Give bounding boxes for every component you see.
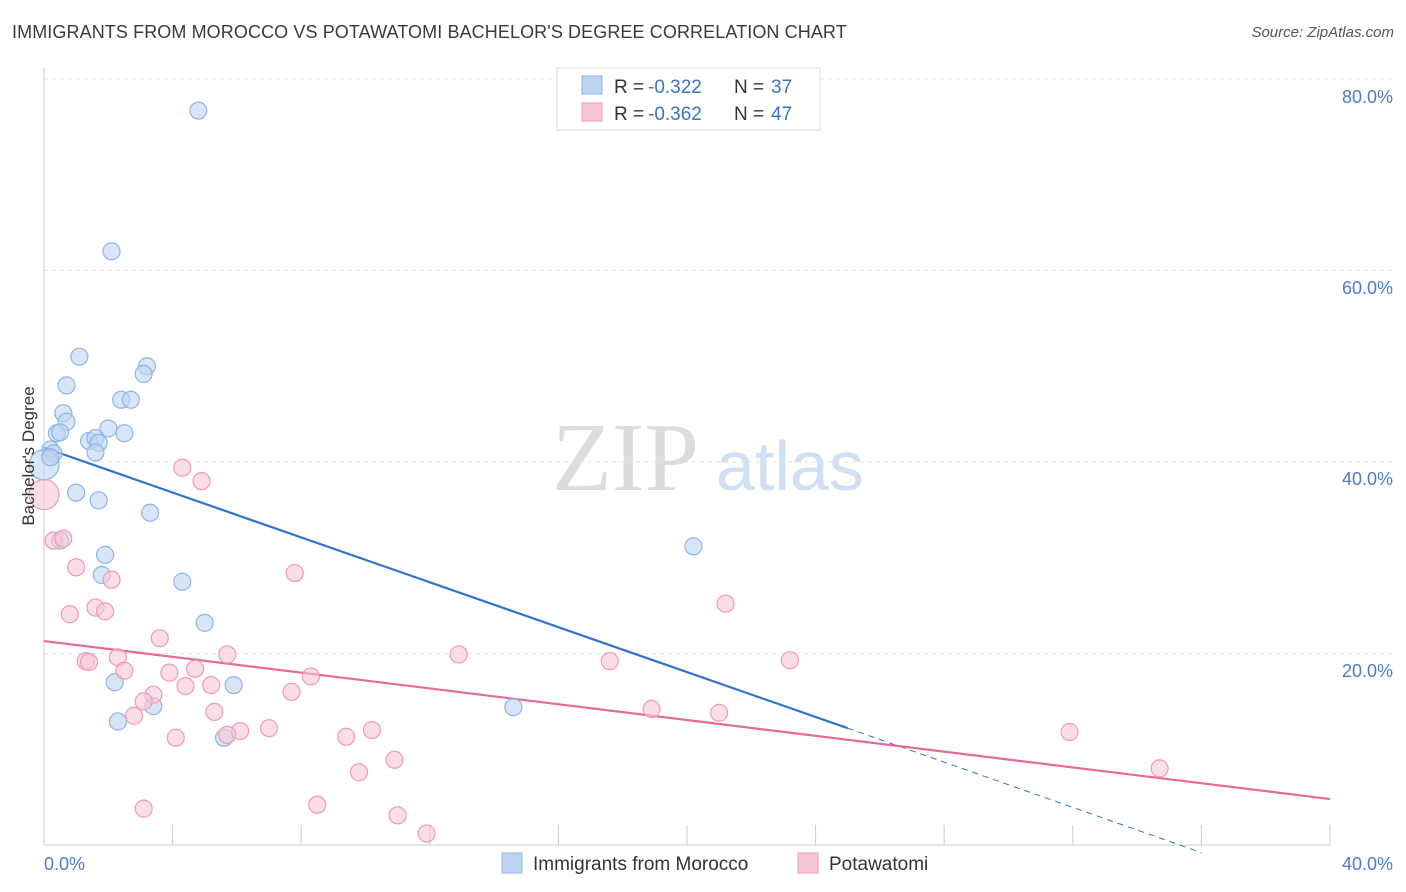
point-series-1-41	[351, 764, 368, 781]
point-series-1-8	[717, 595, 734, 612]
y-tick-label-60: 60.0%	[1342, 278, 1393, 298]
point-series-1-1	[174, 459, 191, 476]
gridlines	[44, 79, 1393, 654]
point-series-1-44	[135, 800, 152, 817]
legend-n-value-morocco: 37	[771, 77, 792, 98]
point-series-1-20	[187, 660, 204, 677]
point-series-0-21	[68, 484, 85, 501]
point-series-0-13	[116, 425, 133, 442]
point-series-0-0	[190, 102, 207, 119]
watermark-zip: ZIP	[552, 404, 699, 512]
point-series-1-38	[338, 728, 355, 745]
point-series-1-13	[219, 646, 236, 663]
point-series-1-26	[283, 683, 300, 700]
point-series-0-1	[103, 243, 120, 260]
point-series-1-31	[206, 703, 223, 720]
point-series-0-4	[135, 365, 152, 382]
y-axis-title: Bachelor's Degree	[19, 386, 38, 525]
point-series-0-23	[142, 504, 159, 521]
point-series-0-2	[71, 348, 88, 365]
point-series-0-25	[97, 546, 114, 563]
point-series-1-43	[309, 796, 326, 813]
y-tick-label-80: 80.0%	[1342, 87, 1393, 107]
point-series-1-42	[1151, 760, 1168, 777]
point-series-0-34	[109, 713, 126, 730]
point-series-1-33	[261, 720, 278, 737]
point-series-1-32	[126, 707, 143, 724]
point-series-0-28	[685, 538, 702, 555]
legend-n-label-potawatomi: N =	[734, 104, 764, 125]
x-tick-label-max: 40.0%	[1342, 854, 1393, 874]
point-series-1-37	[167, 729, 184, 746]
point-series-0-5	[58, 377, 75, 394]
point-series-0-17	[87, 444, 104, 461]
point-series-1-10	[97, 603, 114, 620]
point-series-1-46	[418, 825, 435, 842]
point-series-0-31	[225, 677, 242, 694]
legend-r-value-potawatomi: -0.362	[648, 104, 702, 125]
point-series-1-12	[151, 630, 168, 647]
point-series-1-2	[193, 473, 210, 490]
bottom-legend-label-morocco: Immigrants from Morocco	[533, 854, 748, 875]
point-series-1-14	[450, 646, 467, 663]
series-legend: Immigrants from Morocco Potawatomi	[502, 853, 928, 875]
point-series-1-16	[601, 653, 618, 670]
point-series-1-11	[61, 606, 78, 623]
point-series-1-40	[386, 751, 403, 768]
point-series-1-21	[161, 664, 178, 681]
legend-r-value-morocco: -0.322	[648, 77, 702, 98]
point-series-1-30	[711, 704, 728, 721]
point-series-0-11	[52, 424, 69, 441]
point-series-1-24	[203, 677, 220, 694]
point-series-1-7	[103, 571, 120, 588]
legend-r-label-potawatomi: R =	[614, 104, 644, 125]
legend-swatch-morocco	[582, 76, 602, 94]
legend-n-label-morocco: N =	[734, 77, 764, 98]
point-series-1-17	[781, 652, 798, 669]
point-series-1-34	[363, 722, 380, 739]
point-series-1-4	[55, 530, 72, 547]
point-series-0-7	[122, 391, 139, 408]
legend-swatch-potawatomi	[582, 103, 602, 121]
point-series-0-27	[174, 573, 191, 590]
legend-r-label-morocco: R =	[614, 77, 644, 98]
bottom-legend-swatch-potawatomi	[798, 853, 818, 873]
y-tick-label-40: 40.0%	[1342, 469, 1393, 489]
correlation-legend: R = -0.322 N = 37 R = -0.362 N = 47	[557, 68, 820, 130]
point-series-1-36	[219, 726, 236, 743]
point-series-1-45	[389, 807, 406, 824]
point-series-1-6	[286, 565, 303, 582]
point-series-1-25	[177, 678, 194, 695]
scatter-chart: ZIP atlas Bachelor's Degree 0.0% 40.0% 2…	[0, 0, 1406, 892]
point-series-0-36	[42, 449, 59, 466]
point-series-1-5	[68, 559, 85, 576]
bottom-legend-label-potawatomi: Potawatomi	[829, 854, 928, 875]
x-tick-label-min: 0.0%	[44, 854, 85, 874]
legend-n-value-potawatomi: 47	[771, 104, 792, 125]
point-series-1-29	[643, 701, 660, 718]
point-series-1-19	[81, 654, 98, 671]
trend-line-series-1	[44, 641, 1330, 799]
point-series-0-29	[196, 614, 213, 631]
point-series-1-23	[302, 668, 319, 685]
point-series-1-22	[116, 662, 133, 679]
point-series-0-22	[90, 492, 107, 509]
bottom-legend-swatch-morocco	[502, 853, 522, 873]
point-series-1-39	[1061, 724, 1078, 741]
watermark-atlas: atlas	[716, 427, 864, 505]
point-series-1-28	[135, 693, 152, 710]
watermark: ZIP atlas	[552, 404, 864, 512]
point-series-0-33	[505, 699, 522, 716]
y-tick-label-20: 20.0%	[1342, 661, 1393, 681]
